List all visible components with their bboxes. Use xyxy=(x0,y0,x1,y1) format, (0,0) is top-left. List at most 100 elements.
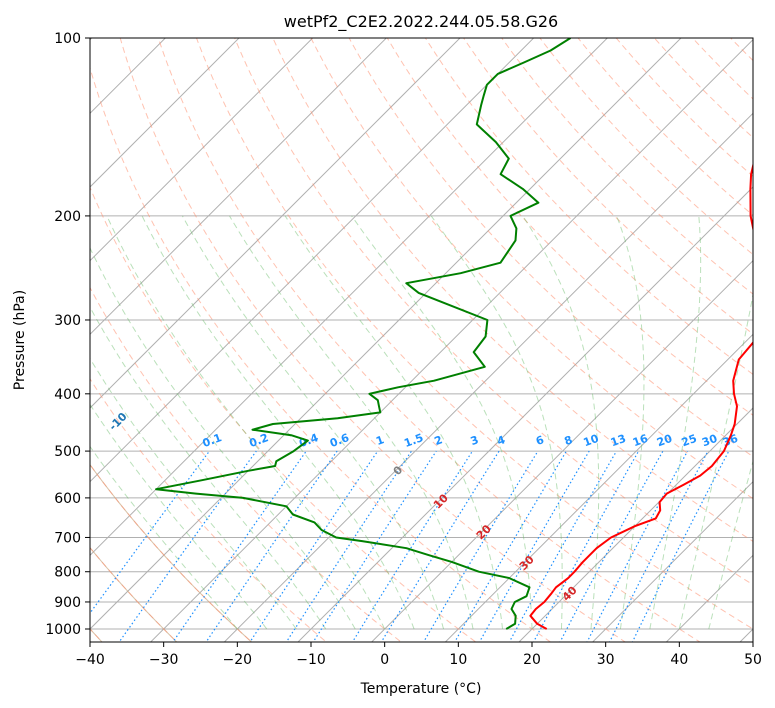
y-axis-label: Pressure (hPa) xyxy=(12,290,28,390)
isotherm-line xyxy=(665,554,753,642)
background-lines xyxy=(90,38,753,642)
x-tick-label: 10 xyxy=(449,652,467,668)
mixing-ratio-line xyxy=(478,450,590,642)
isotherm-line xyxy=(223,112,753,642)
mixing-ratio-label: 1.5 xyxy=(402,431,425,450)
mixing-ratio-line xyxy=(285,450,412,642)
axes: −40 −30 −20 −10 0 10 20 30 40 50 1000 900 800 700 600 5… xyxy=(45,31,762,668)
moist-adiabat xyxy=(678,291,753,630)
plot-frame xyxy=(89,37,754,643)
moist-adiabat xyxy=(616,215,645,630)
chart-title: wetPf2_C2E2.2022.244.05.58.G26 xyxy=(284,12,558,32)
dry-adiabat xyxy=(90,66,552,642)
isotherm-line xyxy=(90,38,682,630)
mixing-ratio-label: 8 xyxy=(563,433,575,448)
moist-adiabat-label: 40 xyxy=(560,583,580,603)
dry-adiabat xyxy=(653,38,753,139)
moist-adiabat xyxy=(522,215,600,630)
mixing-ratio-line xyxy=(172,450,307,642)
dry-adiabat xyxy=(501,38,753,295)
mixing-ratio-label: 0.4 xyxy=(297,431,320,450)
mixing-ratio-line xyxy=(532,450,640,642)
isotherm-line xyxy=(90,38,388,336)
dry-adiabat xyxy=(90,186,477,642)
temperature-profile xyxy=(529,161,753,630)
moist-adiabat-label: 20 xyxy=(474,522,494,542)
sounding-series xyxy=(155,38,753,630)
isotherm-line xyxy=(591,480,753,642)
y-tick-label: 700 xyxy=(54,530,81,546)
moist-adiabat xyxy=(229,215,474,630)
mixing-ratio-label: 0.2 xyxy=(247,431,270,450)
moist-adiabat xyxy=(430,215,563,629)
x-tick-label: 50 xyxy=(744,652,762,668)
mixing-ratio-label: 3 xyxy=(469,433,481,448)
dry-adiabat xyxy=(90,546,178,642)
y-tick-label: 900 xyxy=(54,595,81,611)
dry-adiabat xyxy=(272,38,753,542)
dry-adiabat xyxy=(234,38,753,586)
dry-adiabat xyxy=(348,38,753,458)
y-tick-label: 100 xyxy=(54,31,81,47)
mixing-ratio-line xyxy=(205,450,338,642)
isotherm-line xyxy=(149,38,753,642)
moist-adiabat xyxy=(181,215,445,630)
mixing-ratio-label: 25 xyxy=(680,432,699,449)
isotherm-line xyxy=(90,38,535,483)
background-line-labels: 0.10.20.40.611.52346810131620253036-100-… xyxy=(106,410,740,604)
isotherm-line xyxy=(90,38,167,115)
moist-adiabat xyxy=(90,246,356,630)
isotherm-line xyxy=(444,333,753,642)
y-tick-label: 300 xyxy=(54,313,81,329)
mixing-ratio-label: 13 xyxy=(609,432,628,449)
mixing-ratio-line xyxy=(380,450,500,642)
moist-adiabat xyxy=(708,459,753,630)
mixing-ratio-label: 6 xyxy=(534,433,546,448)
mixing-ratio-label: 1 xyxy=(374,433,386,448)
dewpoint-profile xyxy=(155,38,572,630)
isotherm-line xyxy=(90,38,609,557)
dry-adiabat xyxy=(539,38,753,256)
dry-adiabat xyxy=(90,463,253,642)
moist-adiabat xyxy=(649,215,702,630)
dry-adiabat xyxy=(310,38,753,500)
moist-adiabat xyxy=(90,445,238,630)
y-tick-label: 600 xyxy=(54,491,81,507)
mixing-ratio-label: 0.1 xyxy=(201,431,224,450)
x-tick-label: 0 xyxy=(380,652,389,668)
dry-adiabat xyxy=(119,38,627,642)
moist-adiabat-label: 10 xyxy=(431,491,451,511)
x-tick-label: −20 xyxy=(223,652,253,668)
isotherm-line xyxy=(518,407,753,642)
dry-adiabat xyxy=(90,286,402,642)
mixing-ratio-label: 30 xyxy=(700,432,719,450)
mixing-ratio-label: 0.6 xyxy=(328,431,351,450)
y-tick-label: 200 xyxy=(54,209,81,225)
mixing-ratio-line xyxy=(631,450,730,642)
dry-adiabat xyxy=(424,38,753,375)
dry-adiabat-label: -10 xyxy=(106,410,129,433)
y-tick-label: 500 xyxy=(54,444,81,460)
mixing-ratio-line xyxy=(508,450,618,642)
mixing-ratio-line xyxy=(90,450,210,615)
mixing-ratio-line xyxy=(454,450,567,642)
mixing-ratio-line xyxy=(249,450,379,642)
moist-adiabat xyxy=(141,215,415,630)
moist-adiabat-label: 30 xyxy=(517,553,537,573)
mixing-ratio-label: 10 xyxy=(582,432,601,450)
dry-adiabat xyxy=(463,38,753,335)
isotherm-line xyxy=(90,38,461,409)
mixing-ratio-label: 16 xyxy=(631,432,650,450)
x-tick-label: 30 xyxy=(597,652,615,668)
x-tick-label: −40 xyxy=(75,652,105,668)
moist-adiabat xyxy=(284,215,503,630)
dry-adiabat xyxy=(729,38,753,62)
x-tick-label: −30 xyxy=(149,652,179,668)
mixing-ratio-line xyxy=(608,450,709,642)
x-tick-label: 20 xyxy=(523,652,541,668)
moist-adiabat xyxy=(90,306,327,630)
isotherm-line xyxy=(90,38,240,188)
moist-adiabat xyxy=(351,215,533,629)
x-tick-label: −10 xyxy=(296,652,326,668)
